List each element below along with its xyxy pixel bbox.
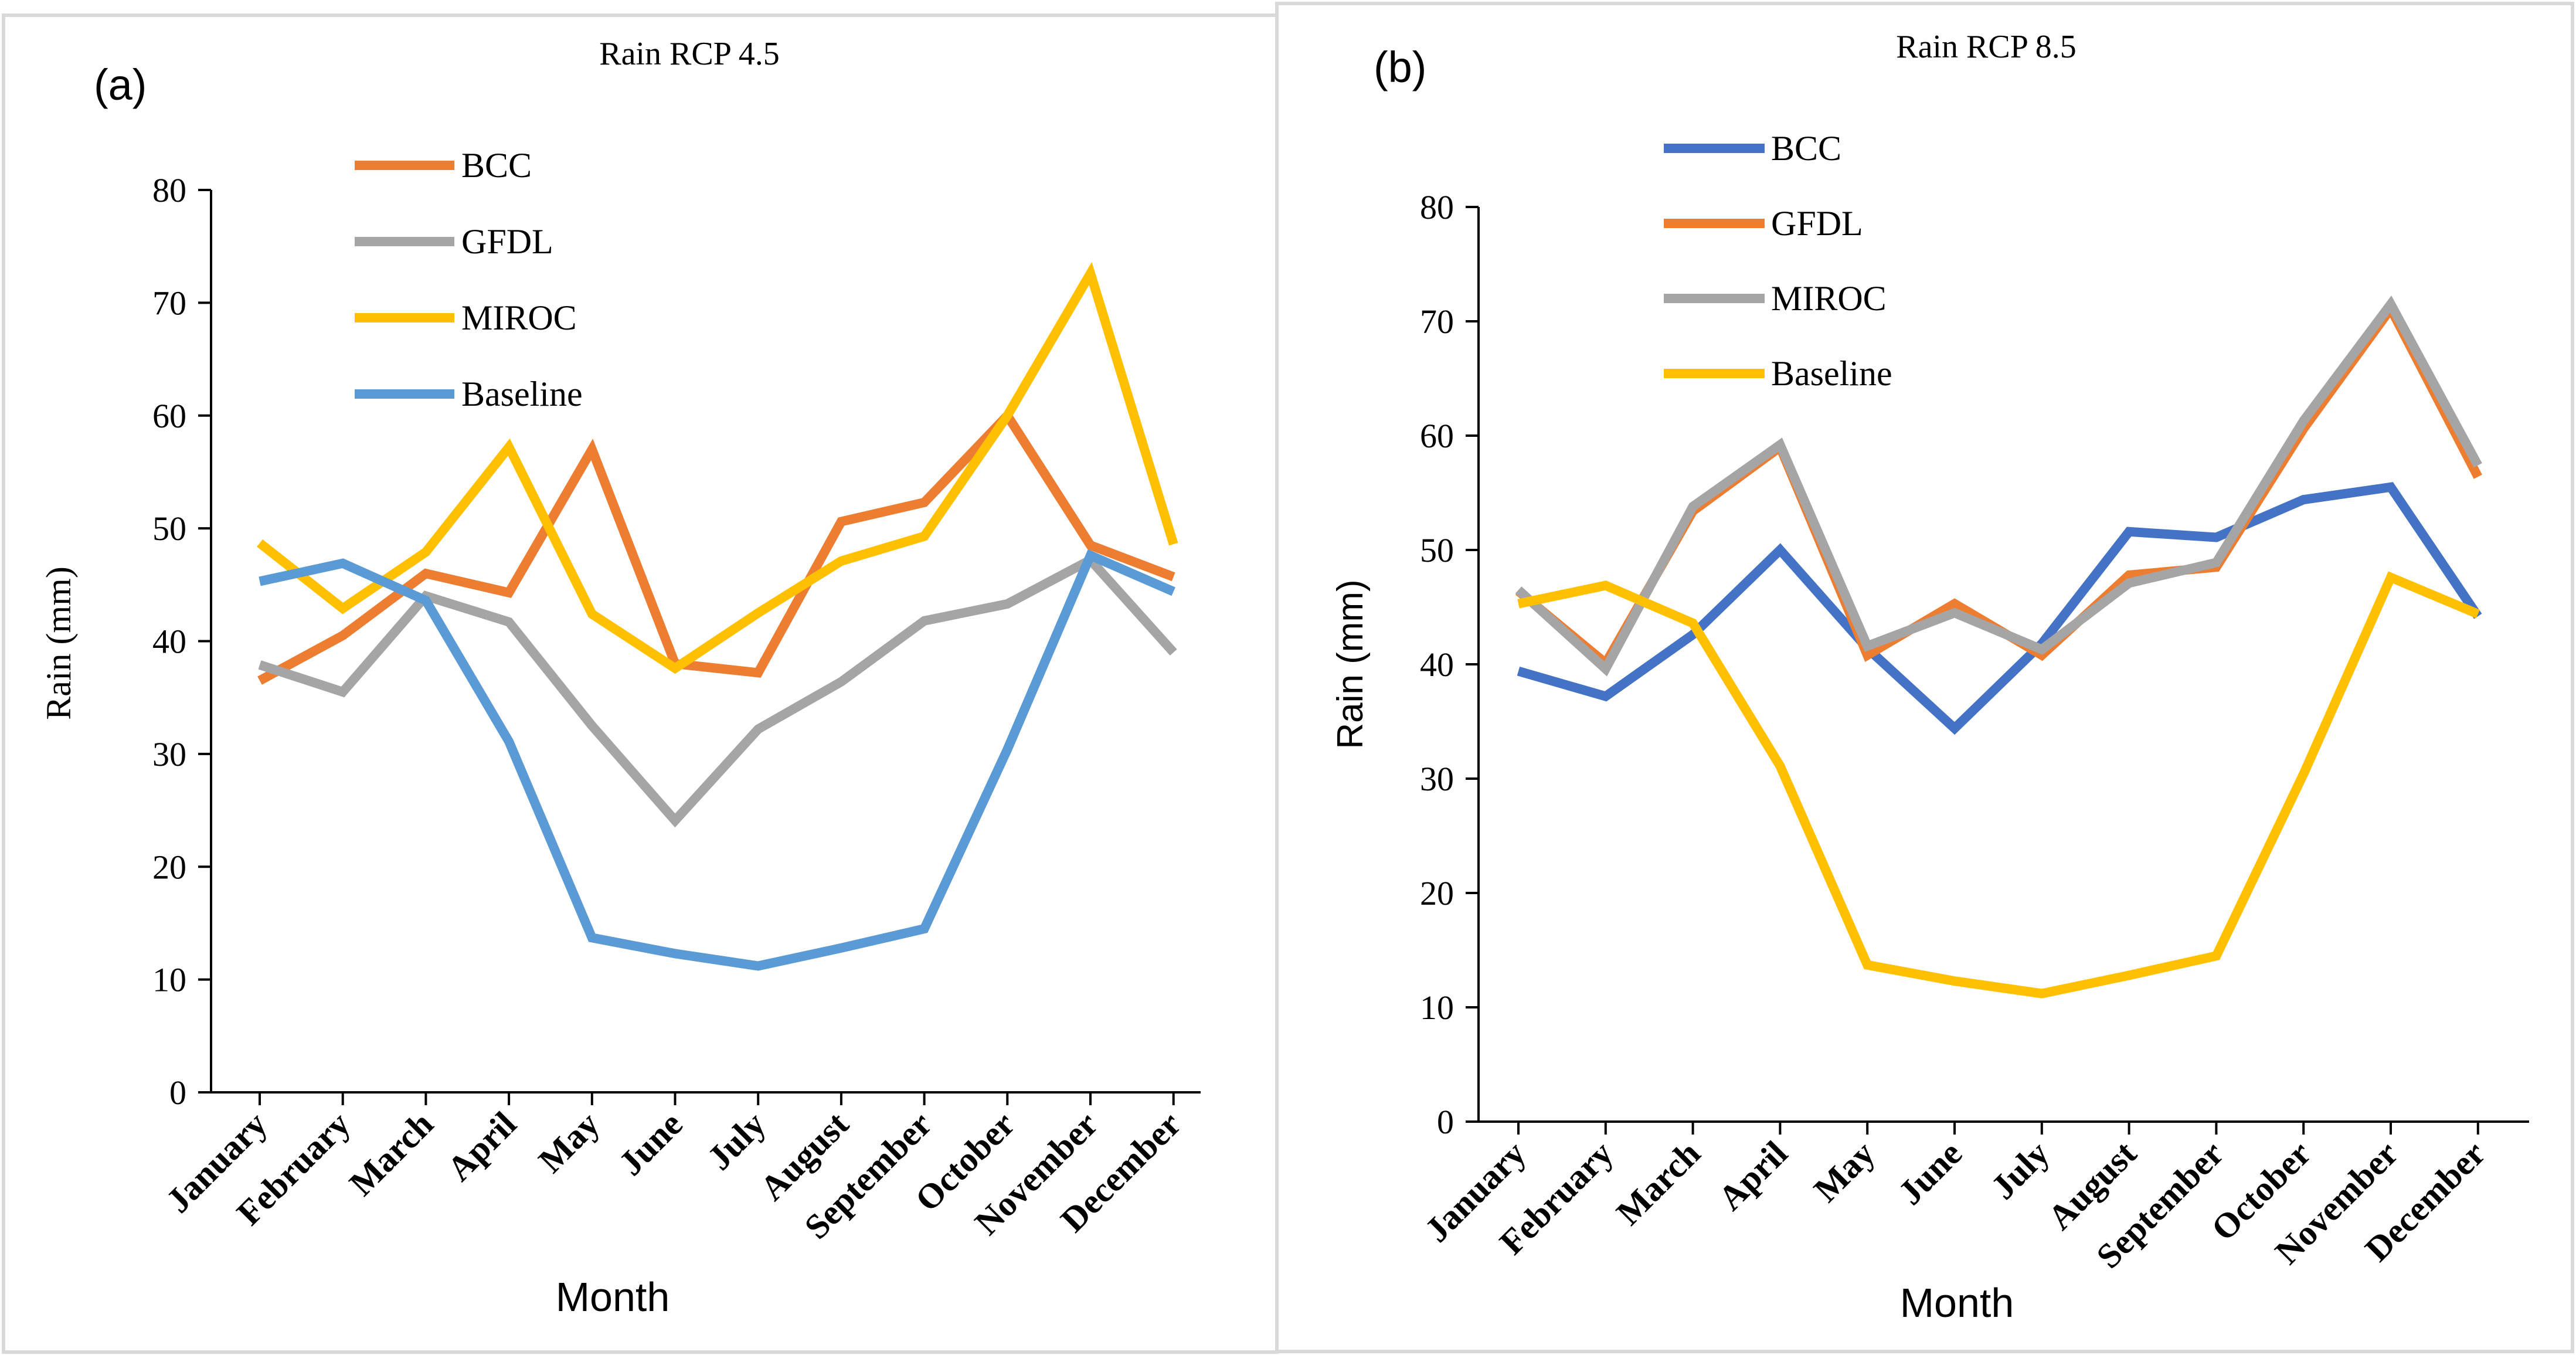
legend-label-b-bcc: BCC [1771,129,1841,168]
panel-a: Rain RCP 4.5(a)01020304050607080JanuaryF… [39,36,1201,1320]
y-tick-label-a: 50 [152,510,186,548]
y-tick-label-a: 30 [152,735,186,773]
chart-title-b: Rain RCP 8.5 [1896,29,2077,65]
y-tick-label-a: 20 [152,848,186,886]
panel-label-a: (a) [94,60,147,109]
y-tick-label-b: 0 [1437,1103,1454,1141]
y-tick-label-b: 50 [1420,531,1454,569]
y-tick-label-b: 10 [1420,989,1454,1027]
legend-label-a-miroc: MIROC [461,298,577,337]
series-line-a-baseline [259,549,1175,971]
legend-label-b-gfdl: GFDL [1771,204,1863,243]
y-tick-label-a: 40 [152,623,186,661]
legend-label-a-baseline: Baseline [461,375,583,413]
y-tick-label-a: 10 [152,961,186,999]
series-line-b-bcc [1517,482,2482,735]
y-tick-label-b: 70 [1420,303,1454,341]
y-tick-label-b: 30 [1420,760,1454,798]
series-line-a-gfdl [258,554,1177,828]
y-tick-label-a: 70 [152,284,186,322]
panel-label-b: (b) [1374,43,1426,91]
legend-label-b-miroc: MIROC [1771,279,1887,318]
panel-b-frame [1275,2,2574,1353]
y-tick-label-b: 40 [1420,646,1454,684]
y-tick-label-b: 80 [1420,188,1454,226]
legend-label-a-gfdl: GFDL [461,222,553,261]
series-line-b-baseline [1517,571,2480,999]
y-tick-label-a: 0 [169,1074,186,1112]
legend-label-b-baseline: Baseline [1771,354,1892,393]
y-axis-title-b: Rain (mm) [1330,579,1371,749]
x-axis-title-a: Month [556,1274,670,1320]
y-tick-label-b: 60 [1420,417,1454,455]
y-tick-label-a: 80 [152,171,186,209]
y-tick-label-b: 20 [1420,874,1454,912]
y-tick-label-a: 60 [152,397,186,435]
chart-title-a: Rain RCP 4.5 [599,36,780,72]
series-line-a-miroc [257,262,1178,674]
x-axis-title-b: Month [1900,1280,2014,1326]
series-line-a-bcc [257,407,1175,685]
series-line-b-miroc [1515,295,2482,677]
legend-label-a-bcc: BCC [461,146,532,185]
y-axis-title-a: Rain (mm) [39,566,78,720]
